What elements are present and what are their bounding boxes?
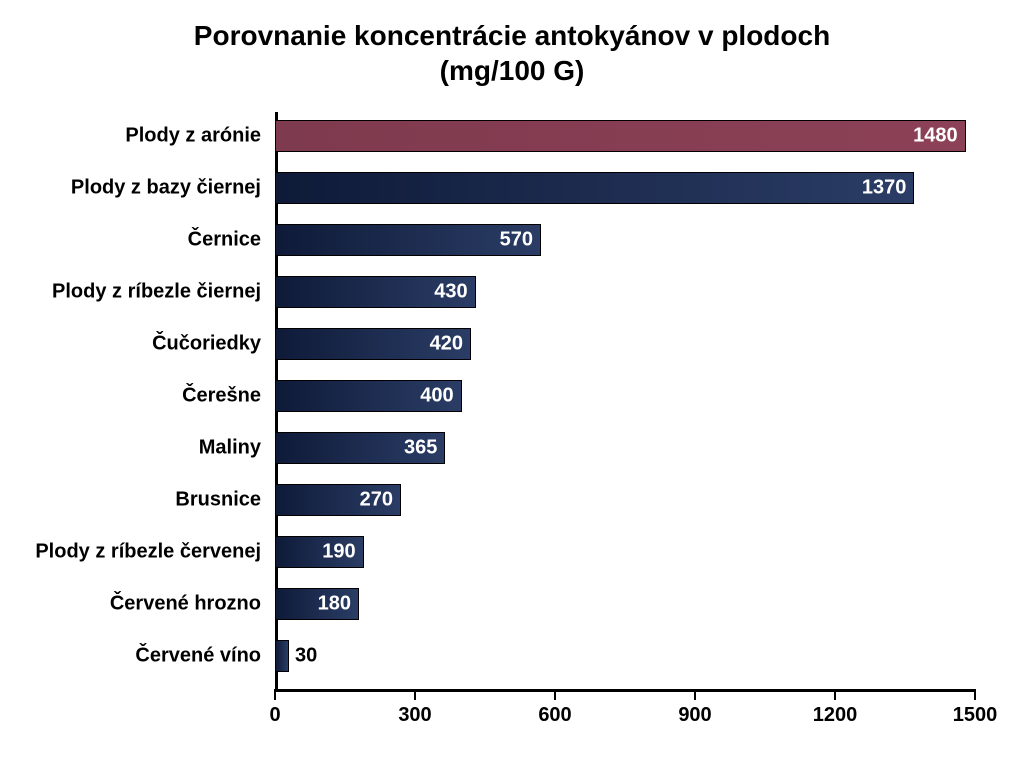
x-tick-label: 0 bbox=[269, 704, 280, 727]
bar-row: Červené hrozno180 bbox=[275, 588, 975, 620]
y-category-label: Brusnice bbox=[175, 489, 275, 512]
bar-value-label: 570 bbox=[500, 229, 533, 252]
bar-value-label: 400 bbox=[420, 385, 453, 408]
bar-row: Plody z ríbezle červenej190 bbox=[275, 536, 975, 568]
chart-title-line2: (mg/100 G) bbox=[0, 53, 1024, 88]
bar-value-label: 1370 bbox=[862, 177, 907, 200]
y-category-label: Červené víno bbox=[135, 645, 275, 668]
x-tick-label: 1200 bbox=[813, 704, 858, 727]
bar bbox=[275, 120, 966, 152]
bar-row: Plody z bazy čiernej1370 bbox=[275, 172, 975, 204]
x-tick-mark bbox=[834, 689, 836, 700]
bar-row: Maliny365 bbox=[275, 432, 975, 464]
x-tick-mark bbox=[694, 689, 696, 700]
x-axis-line bbox=[275, 689, 975, 692]
y-category-label: Plody z ríbezle červenej bbox=[35, 541, 275, 564]
bar-value-label: 365 bbox=[404, 437, 437, 460]
x-tick-mark bbox=[414, 689, 416, 700]
y-category-label: Plody z ríbezle čiernej bbox=[52, 281, 275, 304]
y-category-label: Čučoriedky bbox=[152, 333, 275, 356]
bar-value-label: 30 bbox=[295, 645, 317, 668]
anthocyanin-chart: Porovnanie koncentrácie antokyánov v plo… bbox=[0, 0, 1024, 768]
x-tick-mark bbox=[274, 689, 276, 700]
bar-row: Čučoriedky420 bbox=[275, 328, 975, 360]
x-tick-label: 300 bbox=[398, 704, 431, 727]
y-category-label: Plody z arónie bbox=[125, 125, 275, 148]
y-category-label: Čerešne bbox=[182, 385, 275, 408]
bar-value-label: 190 bbox=[322, 541, 355, 564]
bar-row: Červené víno30 bbox=[275, 640, 975, 672]
bar-value-label: 1480 bbox=[913, 125, 958, 148]
x-tick-label: 600 bbox=[538, 704, 571, 727]
y-category-label: Černice bbox=[188, 229, 275, 252]
x-tick-label: 1500 bbox=[953, 704, 998, 727]
x-tick-label: 900 bbox=[678, 704, 711, 727]
plot-area: 030060090012001500Plody z arónie1480Plod… bbox=[275, 112, 975, 692]
bar-value-label: 270 bbox=[360, 489, 393, 512]
bar-row: Černice570 bbox=[275, 224, 975, 256]
bar-value-label: 420 bbox=[430, 333, 463, 356]
bar-row: Plody z arónie1480 bbox=[275, 120, 975, 152]
x-tick-mark bbox=[974, 689, 976, 700]
bar-value-label: 430 bbox=[434, 281, 467, 304]
x-tick-mark bbox=[554, 689, 556, 700]
chart-title: Porovnanie koncentrácie antokyánov v plo… bbox=[0, 18, 1024, 88]
chart-title-line1: Porovnanie koncentrácie antokyánov v plo… bbox=[0, 18, 1024, 53]
y-category-label: Červené hrozno bbox=[110, 593, 275, 616]
bar bbox=[275, 172, 914, 204]
bar-value-label: 180 bbox=[318, 593, 351, 616]
bar-row: Brusnice270 bbox=[275, 484, 975, 516]
y-category-label: Plody z bazy čiernej bbox=[71, 177, 275, 200]
bar-row: Čerešne400 bbox=[275, 380, 975, 412]
bar bbox=[275, 640, 289, 672]
bar-row: Plody z ríbezle čiernej430 bbox=[275, 276, 975, 308]
y-category-label: Maliny bbox=[199, 437, 275, 460]
